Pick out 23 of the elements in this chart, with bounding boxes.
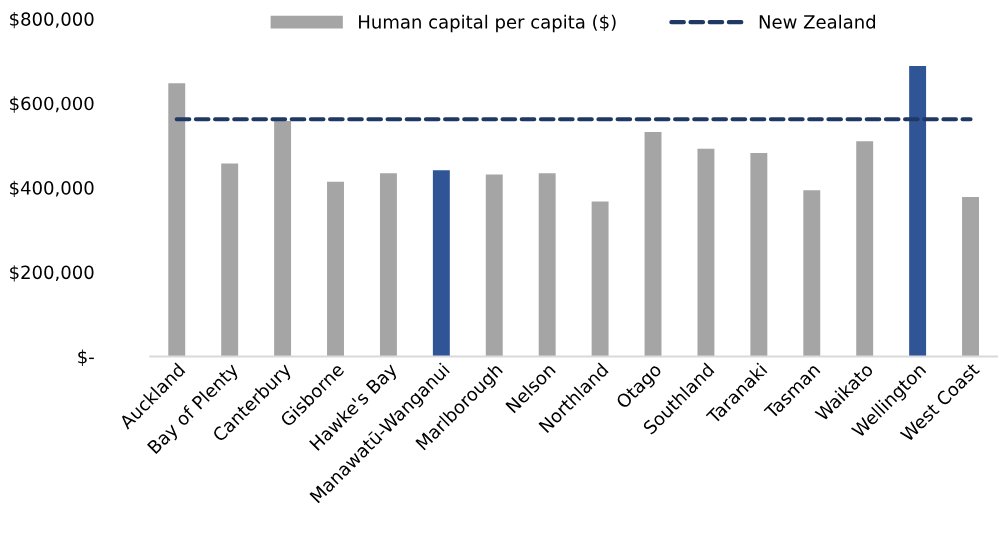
legend-label: New Zealand: [759, 14, 876, 29]
legend-label: Human capital per capita ($): [359, 14, 616, 33]
y-tick-label: $800,000: [10, 11, 94, 29]
bar: [221, 163, 239, 357]
bar: [432, 170, 450, 357]
bar: [962, 196, 979, 357]
bar: [168, 83, 186, 357]
bar: [644, 131, 662, 357]
bar: [379, 173, 397, 357]
bar: [750, 152, 768, 357]
bar: [697, 148, 715, 357]
y-tick-label: $400,000: [10, 180, 94, 198]
y-tick-label: $200,000: [10, 265, 94, 282]
bar: [856, 141, 874, 357]
bar: [591, 201, 609, 357]
y-tick-label: $600,000: [10, 96, 94, 113]
bar: [803, 190, 821, 357]
bar: [327, 181, 344, 357]
bar: [485, 174, 503, 357]
y-tick-label: $-: [78, 349, 94, 366]
bar: [538, 173, 556, 357]
bar: [274, 120, 292, 357]
bar: [909, 66, 927, 357]
